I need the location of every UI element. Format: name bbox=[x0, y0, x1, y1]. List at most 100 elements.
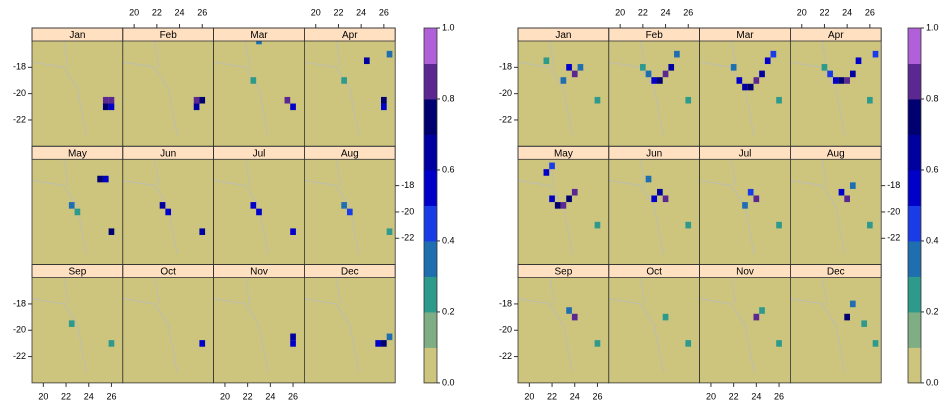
colorbar-segment bbox=[424, 311, 437, 348]
y-tick-label: -18 bbox=[887, 180, 900, 190]
cell bbox=[381, 103, 387, 111]
x-tick-label: 26 bbox=[106, 391, 116, 401]
panel-border bbox=[303, 264, 396, 384]
panel-background bbox=[213, 41, 305, 147]
x-tick-label: 24 bbox=[175, 7, 185, 17]
y-tick-label: -20 bbox=[13, 325, 26, 335]
cell bbox=[543, 57, 550, 65]
colorbar-segment bbox=[424, 63, 437, 100]
panel-background bbox=[122, 277, 214, 383]
x-tick-label: 22 bbox=[638, 7, 648, 17]
colorbar-tick-label: 0.4 bbox=[926, 235, 939, 245]
strip-label: Aug bbox=[341, 148, 359, 159]
colorbar-tick-label: 0.2 bbox=[926, 306, 939, 316]
colorbar-segment bbox=[424, 28, 437, 64]
cell bbox=[363, 57, 370, 65]
boundary bbox=[608, 40, 664, 136]
x-tick-label: 26 bbox=[379, 7, 389, 17]
cell bbox=[256, 208, 262, 216]
cell bbox=[341, 202, 347, 209]
cell bbox=[290, 103, 296, 111]
cell bbox=[730, 64, 737, 71]
cell bbox=[776, 340, 782, 347]
boundary bbox=[213, 159, 269, 255]
cell bbox=[193, 103, 200, 111]
colorbar-segment bbox=[424, 134, 437, 171]
cell bbox=[651, 77, 658, 84]
colorbar-segment bbox=[908, 63, 921, 100]
colorbar-segment bbox=[908, 28, 921, 64]
cell bbox=[662, 70, 669, 78]
x-tick-label: 20 bbox=[797, 7, 807, 17]
cell bbox=[861, 320, 868, 327]
colorbar-segment bbox=[908, 134, 921, 171]
panel-background bbox=[608, 159, 700, 265]
cell bbox=[102, 96, 109, 104]
strip-label: Apr bbox=[342, 30, 358, 41]
panel-border bbox=[790, 264, 882, 384]
boundary bbox=[304, 277, 360, 373]
cell bbox=[68, 202, 75, 209]
panel-background bbox=[518, 41, 609, 147]
panel-background bbox=[699, 277, 791, 383]
colorbar-segment bbox=[424, 205, 437, 242]
boundary bbox=[31, 277, 87, 373]
cell bbox=[742, 202, 748, 209]
cell bbox=[290, 228, 296, 235]
y-tick-label: -22 bbox=[499, 351, 512, 361]
colorbar-tick-label: 0.0 bbox=[926, 377, 939, 387]
x-tick-label: 26 bbox=[774, 391, 784, 401]
cell bbox=[341, 77, 347, 84]
cell bbox=[753, 77, 760, 84]
y-tick-label: -18 bbox=[401, 180, 414, 190]
panel-background bbox=[790, 41, 882, 147]
x-tick-label: 26 bbox=[683, 7, 693, 17]
boundary bbox=[699, 277, 755, 373]
y-tick-label: -20 bbox=[13, 88, 26, 98]
panel-background bbox=[122, 41, 214, 147]
cell bbox=[776, 221, 782, 229]
colorbar-tick-label: 0.0 bbox=[442, 377, 455, 387]
x-tick-label: 20 bbox=[311, 7, 321, 17]
x-tick-label: 22 bbox=[243, 391, 253, 401]
cell bbox=[554, 202, 561, 209]
x-tick-label: 22 bbox=[547, 391, 557, 401]
cell bbox=[645, 175, 652, 183]
boundary bbox=[790, 40, 846, 136]
boundary bbox=[517, 277, 573, 373]
cell bbox=[872, 340, 879, 347]
cell bbox=[381, 96, 387, 104]
x-tick-label: 20 bbox=[220, 391, 230, 401]
colorbar-segment bbox=[424, 169, 437, 206]
cell bbox=[571, 188, 578, 196]
cell bbox=[102, 175, 109, 183]
cell bbox=[594, 340, 601, 347]
y-tick-label: -20 bbox=[887, 206, 900, 216]
colorbar-segment bbox=[908, 347, 921, 384]
x-tick-label: 22 bbox=[152, 7, 162, 17]
cell bbox=[657, 77, 663, 84]
colorbar-segment bbox=[908, 240, 921, 277]
boundary bbox=[790, 277, 846, 373]
x-tick-label: 26 bbox=[592, 391, 602, 401]
y-tick-label: -18 bbox=[499, 62, 512, 72]
boundary bbox=[122, 277, 178, 373]
cell bbox=[747, 188, 754, 196]
cell bbox=[685, 340, 692, 347]
colorbar-tick-label: 1.0 bbox=[442, 22, 455, 32]
cell bbox=[566, 64, 572, 71]
colorbar-segment bbox=[424, 347, 437, 384]
cell bbox=[577, 64, 584, 71]
x-tick-label: 20 bbox=[615, 7, 625, 17]
strip-label: Jun bbox=[646, 148, 662, 159]
cell bbox=[165, 208, 172, 216]
x-tick-label: 24 bbox=[265, 391, 275, 401]
cell bbox=[674, 50, 680, 58]
cell bbox=[657, 188, 663, 196]
y-tick-label: -22 bbox=[887, 233, 900, 243]
cell bbox=[74, 208, 81, 216]
cell bbox=[199, 340, 206, 347]
panel-background bbox=[213, 277, 305, 383]
panel-background bbox=[699, 159, 791, 265]
cell bbox=[867, 96, 873, 104]
